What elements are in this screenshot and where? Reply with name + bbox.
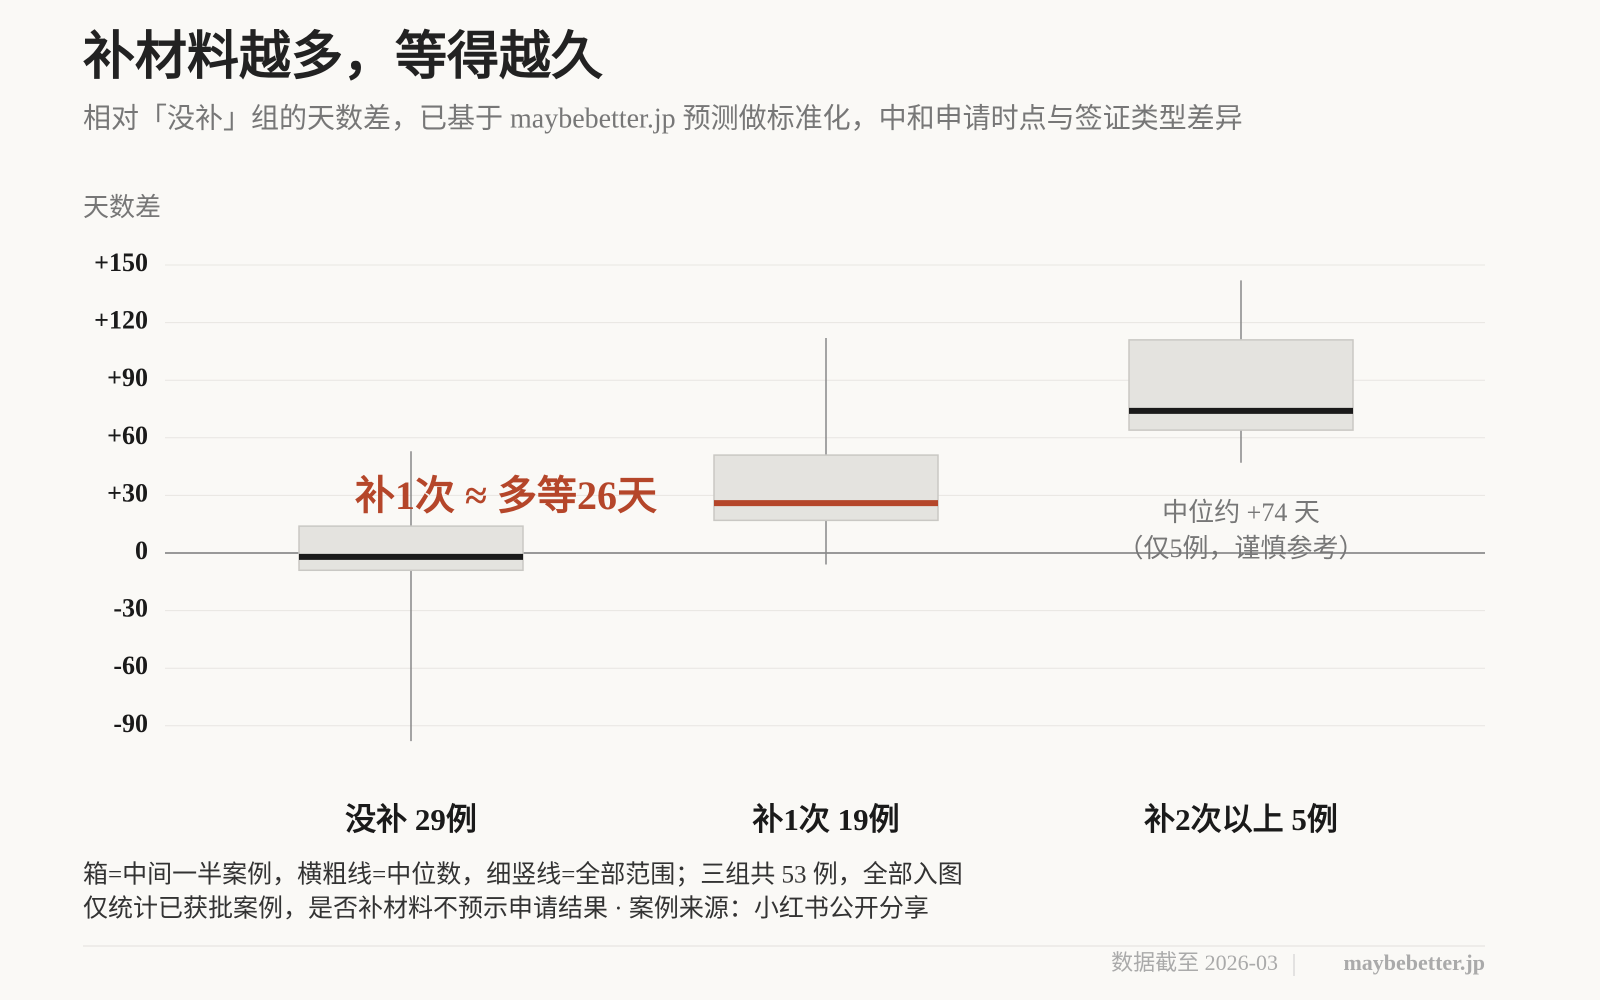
y-tick-label: +120 [94, 306, 148, 335]
y-tick-label: -90 [113, 709, 148, 738]
y-tick-label: +90 [107, 363, 148, 392]
chart-subtitle: 相对「没补」组的天数差，已基于 maybebetter.jp 预测做标准化，中和… [83, 102, 1243, 134]
y-tick-label: +60 [107, 421, 148, 450]
footer-site: maybebetter.jp [1343, 950, 1485, 975]
y-tick-label: -60 [113, 651, 148, 680]
annotation: 中位约 +74 天 [1162, 498, 1320, 527]
y-tick-label: +150 [94, 248, 148, 277]
y-axis-label: 天数差 [83, 193, 161, 222]
annotation: 补1次 ≈ 多等26天 [355, 473, 657, 518]
annotation: （仅5例，谨慎参考） [1117, 534, 1364, 563]
note: 仅统计已获批案例，是否补材料不预示申请结果 · 案例来源：小红书公开分享 [83, 895, 929, 923]
y-tick-label: +30 [107, 478, 148, 507]
box [713, 454, 939, 522]
x-tick-label: 补1次 19例 [752, 802, 899, 837]
chart-title: 补材料越多，等得越久 [83, 28, 603, 86]
x-tick-label: 补2次以上 5例 [1144, 802, 1338, 837]
x-tick-label: 没补 29例 [345, 802, 477, 837]
y-tick-label: 0 [135, 536, 148, 565]
note: 箱=中间一半案例，横粗线=中位数，细竖线=全部范围；三组共 53 例，全部入图 [83, 861, 963, 889]
box [298, 525, 524, 572]
footer-date: 数据截至 2026-03 [1111, 950, 1278, 975]
y-tick-label: -30 [113, 594, 148, 623]
box [1128, 339, 1354, 431]
